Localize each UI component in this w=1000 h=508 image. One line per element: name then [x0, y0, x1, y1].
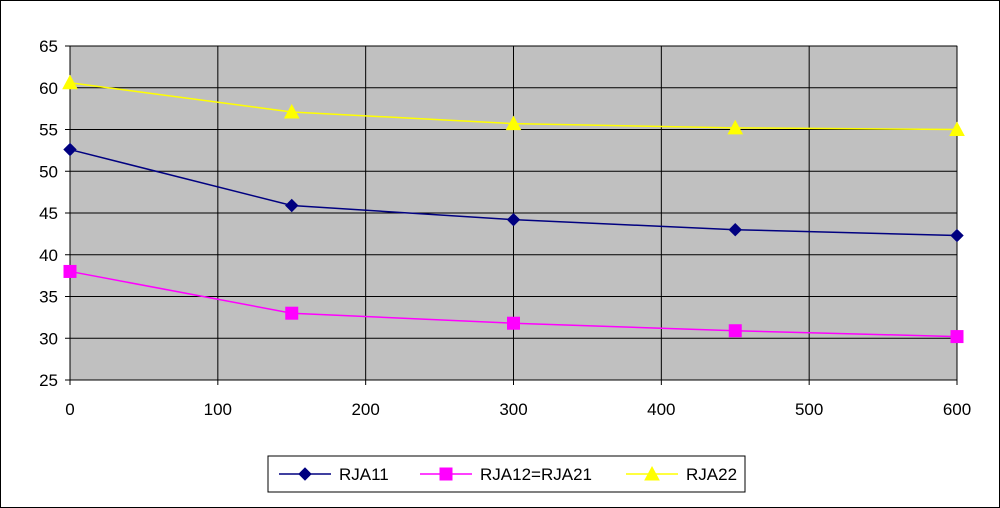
- data-point-rja12-rja21: [63, 264, 77, 278]
- x-tick-label: 400: [647, 400, 675, 419]
- data-point-rja12-rja21: [285, 306, 299, 320]
- x-tick-label: 200: [351, 400, 379, 419]
- series-group: [62, 74, 965, 344]
- y-tick-label: 50: [39, 162, 58, 181]
- x-tick-label: 600: [943, 400, 971, 419]
- y-tick-label: 35: [39, 288, 58, 307]
- x-tick-label: 100: [204, 400, 232, 419]
- legend-label: RJA22: [686, 465, 737, 484]
- legend-label: RJA11: [339, 465, 389, 484]
- legend-marker: [644, 465, 660, 481]
- data-point-rja11: [506, 212, 521, 227]
- data-point-rja11: [63, 142, 77, 157]
- y-tick-label: 40: [39, 246, 58, 265]
- data-point-rja22: [949, 121, 965, 136]
- grid-lines: [69, 45, 958, 381]
- y-tick-label: 45: [39, 204, 58, 223]
- legend-marker: [298, 467, 312, 481]
- y-tick-label: 65: [39, 37, 58, 56]
- data-point-rja22: [283, 103, 300, 119]
- axes: 25 30 35 40 45 50 55 60 65 0 100 200 300 400 500 600: [39, 37, 971, 419]
- x-tick-label: 500: [795, 400, 823, 419]
- y-tick-label: 60: [39, 79, 58, 98]
- legend: RJA11 RJA12=RJA21 RJA22: [267, 455, 746, 493]
- data-point-rja12-rja21: [507, 316, 520, 330]
- y-tick-label: 55: [39, 121, 58, 140]
- data-point-rja22: [727, 119, 744, 135]
- x-tick-label: 0: [65, 400, 74, 419]
- legend-label: RJA12=RJA21: [480, 465, 592, 484]
- data-point-rja11: [950, 228, 964, 243]
- data-point-rja22: [62, 74, 78, 90]
- data-point-rja11: [728, 222, 742, 237]
- y-tick-label: 30: [39, 329, 58, 348]
- data-point-rja11: [285, 198, 299, 213]
- x-tick-label: 300: [499, 400, 527, 419]
- legend-marker: [439, 467, 453, 481]
- data-point-rja12-rja21: [950, 330, 964, 344]
- data-point-rja22: [505, 115, 522, 131]
- y-tick-label: 25: [39, 371, 58, 390]
- data-point-rja12-rja21: [728, 324, 742, 338]
